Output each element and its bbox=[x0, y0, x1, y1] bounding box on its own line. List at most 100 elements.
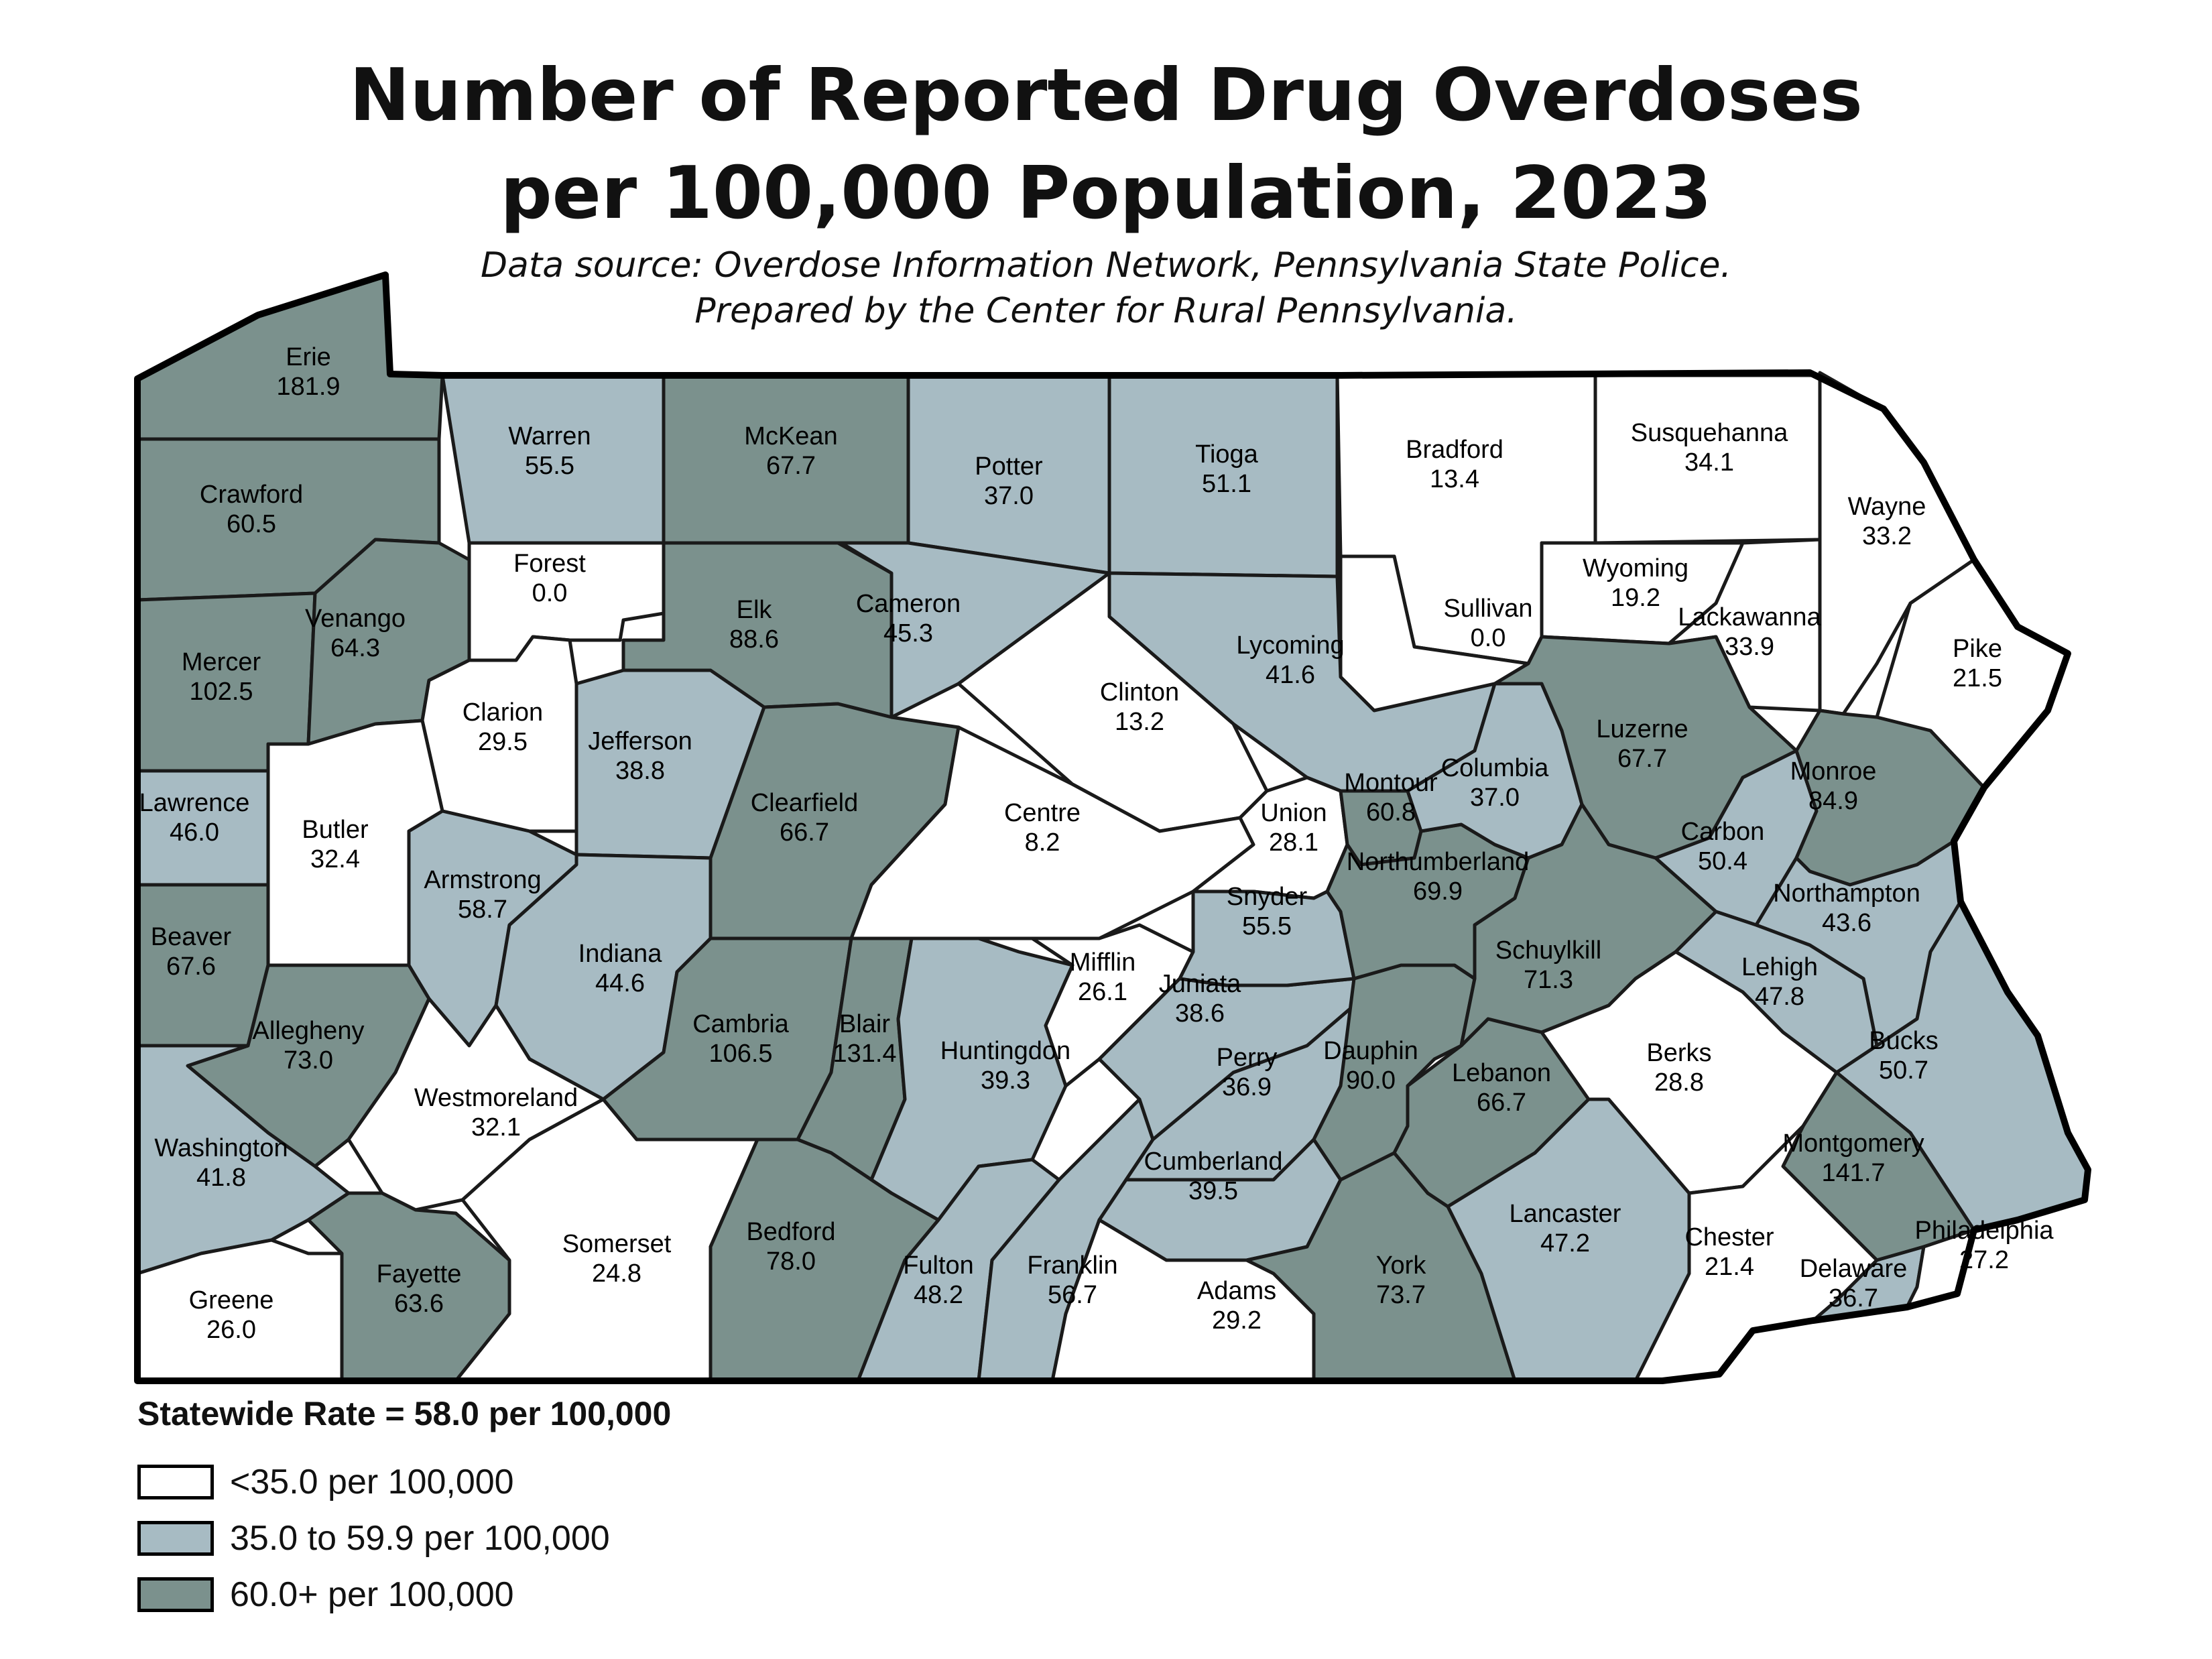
county-name-tioga: Tioga bbox=[1195, 440, 1259, 469]
county-name-adams: Adams bbox=[1197, 1277, 1276, 1305]
county-rate-franklin: 56.7 bbox=[1048, 1281, 1097, 1309]
subtitle-line-1: Data source: Overdose Information Networ… bbox=[480, 245, 1732, 286]
county-rate-snyder: 55.5 bbox=[1242, 912, 1292, 940]
county-rate-juniata: 38.6 bbox=[1175, 999, 1225, 1028]
county-name-perry: Perry bbox=[1217, 1044, 1278, 1072]
county-rate-crawford: 60.5 bbox=[227, 510, 276, 538]
county-name-greene: Greene bbox=[189, 1286, 274, 1314]
county-name-lycoming: Lycoming bbox=[1236, 631, 1344, 660]
county-rate-york: 73.7 bbox=[1376, 1281, 1426, 1309]
county-rate-fayette: 63.6 bbox=[394, 1290, 444, 1318]
county-rate-northumberland: 69.9 bbox=[1413, 877, 1463, 906]
county-rate-clarion: 29.5 bbox=[478, 728, 528, 756]
county-name-sullivan: Sullivan bbox=[1443, 595, 1532, 623]
county-rate-tioga: 51.1 bbox=[1202, 470, 1251, 498]
county-rate-cameron: 45.3 bbox=[883, 619, 933, 648]
county-rate-armstrong: 58.7 bbox=[458, 896, 507, 924]
county-name-armstrong: Armstrong bbox=[424, 866, 541, 894]
legend-swatch-low bbox=[137, 1465, 214, 1499]
legend-swatch-high bbox=[137, 1577, 214, 1612]
county-name-carbon: Carbon bbox=[1681, 818, 1765, 846]
county-rate-allegheny: 73.0 bbox=[284, 1046, 333, 1074]
map-subtitle: Data source: Overdose Information Networ… bbox=[0, 243, 2212, 334]
county-name-bradford: Bradford bbox=[1406, 436, 1503, 464]
statewide-rate: Statewide Rate = 58.0 per 100,000 bbox=[137, 1395, 672, 1432]
county-rate-chester: 21.4 bbox=[1705, 1253, 1754, 1281]
legend-item-low: <35.0 per 100,000 bbox=[137, 1461, 514, 1503]
county-name-lebanon: Lebanon bbox=[1452, 1059, 1551, 1087]
county-rate-lawrence: 46.0 bbox=[170, 818, 219, 847]
county-name-cumberland: Cumberland bbox=[1144, 1148, 1283, 1176]
county-rate-venango: 64.3 bbox=[330, 634, 380, 662]
county-name-bedford: Bedford bbox=[746, 1218, 835, 1246]
county-name-dauphin: Dauphin bbox=[1323, 1037, 1418, 1065]
county-name-luzerne: Luzerne bbox=[1596, 715, 1688, 743]
county-rate-bedford: 78.0 bbox=[766, 1247, 816, 1276]
county-name-york: York bbox=[1376, 1251, 1427, 1280]
county-rate-jefferson: 38.8 bbox=[615, 757, 665, 785]
county-rate-mercer: 102.5 bbox=[189, 678, 253, 706]
county-name-blair: Blair bbox=[839, 1010, 890, 1038]
county-rate-greene: 26.0 bbox=[206, 1316, 256, 1344]
county-rate-mifflin: 26.1 bbox=[1078, 978, 1127, 1006]
county-rate-luzerne: 67.7 bbox=[1617, 745, 1667, 773]
county-name-centre: Centre bbox=[1004, 799, 1081, 827]
county-name-susquehanna: Susquehanna bbox=[1631, 419, 1788, 447]
county-rate-adams: 29.2 bbox=[1212, 1306, 1262, 1335]
county-rate-bradford: 13.4 bbox=[1430, 465, 1479, 493]
county-name-clearfield: Clearfield bbox=[751, 789, 859, 817]
county-rate-susquehanna: 34.1 bbox=[1684, 448, 1734, 477]
county-name-cameron: Cameron bbox=[856, 590, 961, 618]
county-name-elk: Elk bbox=[737, 596, 773, 624]
county-name-northampton: Northampton bbox=[1773, 879, 1920, 908]
county-rate-philadelphia: 27.2 bbox=[1959, 1246, 2009, 1274]
county-rate-erie: 181.9 bbox=[276, 373, 340, 401]
legend-item-mid: 35.0 to 59.9 per 100,000 bbox=[137, 1518, 610, 1559]
county-name-wyoming: Wyoming bbox=[1583, 554, 1688, 582]
county-name-pike: Pike bbox=[1953, 635, 2002, 663]
county-rate-wyoming: 19.2 bbox=[1611, 584, 1660, 612]
county-rate-lycoming: 41.6 bbox=[1266, 661, 1315, 689]
county-name-delaware: Delaware bbox=[1800, 1255, 1908, 1283]
county-rate-clearfield: 66.7 bbox=[780, 818, 829, 847]
county-name-allegheny: Allegheny bbox=[253, 1017, 365, 1045]
county-rate-lancaster: 47.2 bbox=[1540, 1229, 1590, 1257]
county-rate-montour: 60.8 bbox=[1366, 798, 1416, 826]
county-rate-lackawanna: 33.9 bbox=[1725, 633, 1774, 661]
county-name-erie: Erie bbox=[286, 343, 331, 371]
county-rate-dauphin: 90.0 bbox=[1346, 1066, 1396, 1095]
county-rate-carbon: 50.4 bbox=[1698, 847, 1747, 875]
county-name-monroe: Monroe bbox=[1790, 757, 1877, 786]
county-name-clarion: Clarion bbox=[463, 698, 543, 727]
county-name-indiana: Indiana bbox=[578, 940, 663, 968]
county-rate-bucks: 50.7 bbox=[1879, 1056, 1928, 1085]
